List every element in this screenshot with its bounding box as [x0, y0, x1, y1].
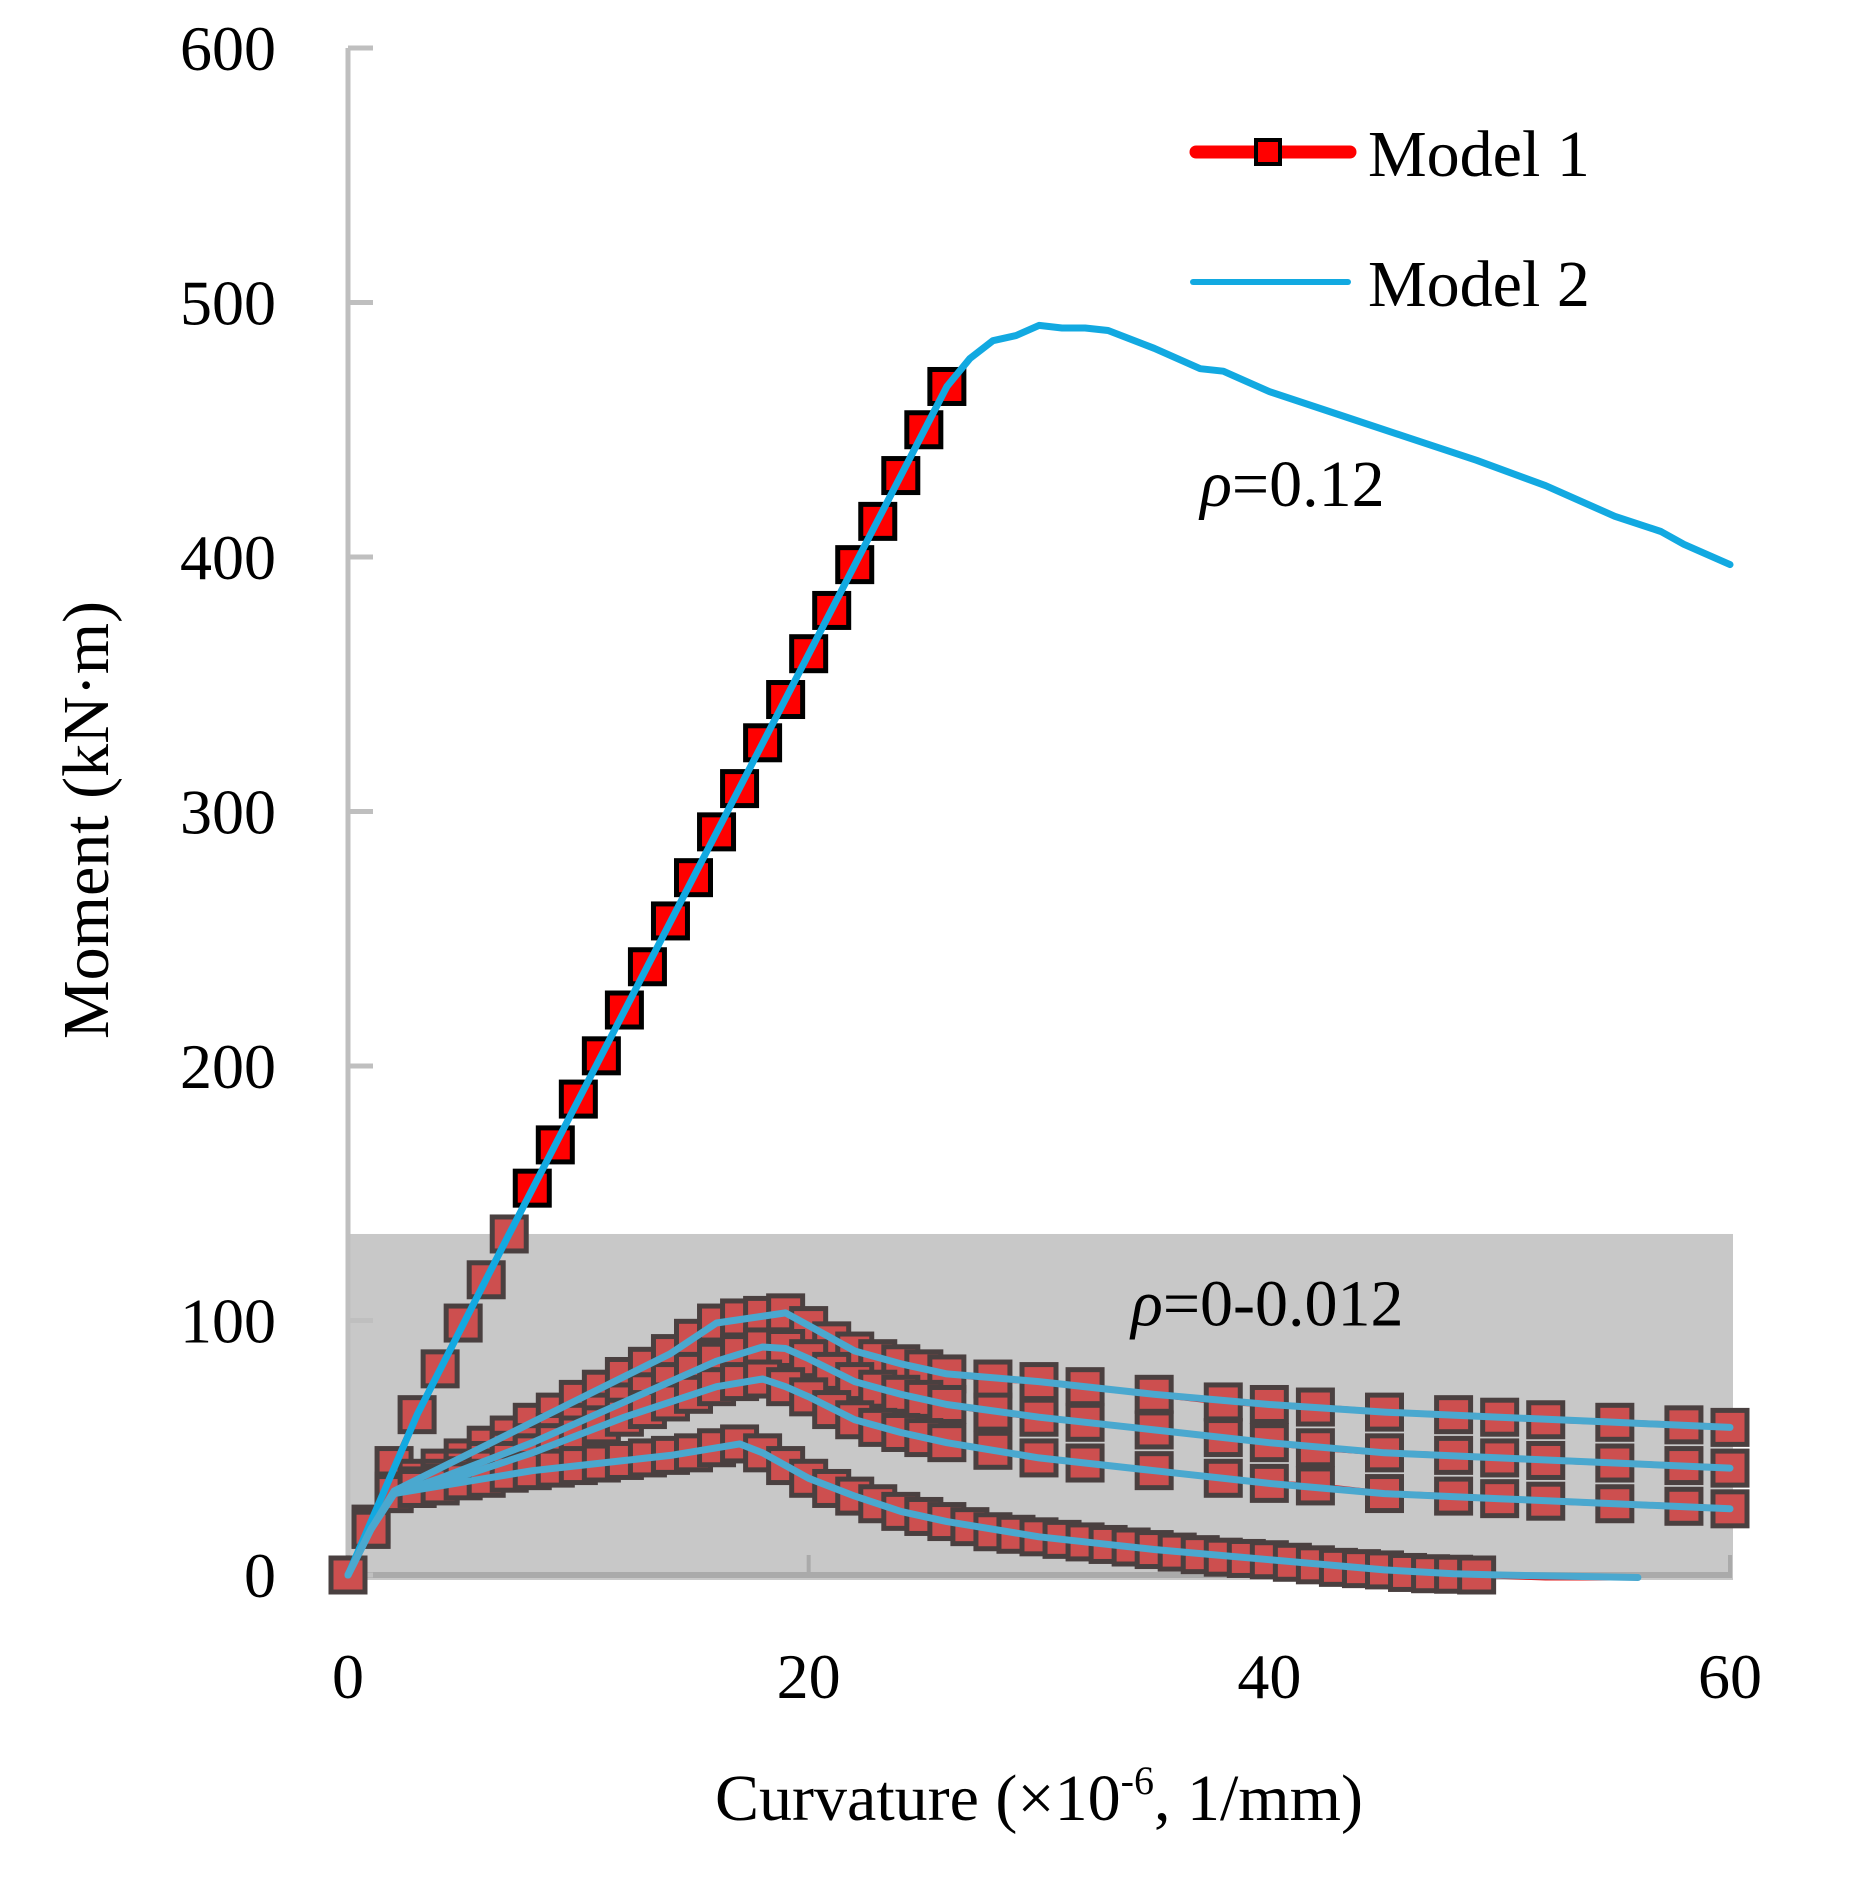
- model2-line-rho-0-12: [344, 321, 1734, 1579]
- y-tick-label: 300: [180, 777, 276, 848]
- y-tick-label: 600: [180, 13, 276, 84]
- x-tick-label: 20: [777, 1641, 841, 1712]
- model1-marker: [489, 1214, 529, 1254]
- model1-marker: [535, 1125, 575, 1165]
- model1-marker: [558, 1079, 598, 1119]
- y-tick-label: 0: [244, 1540, 276, 1611]
- x-tick-label: 40: [1237, 1641, 1301, 1712]
- x-tick-label: 0: [332, 1641, 364, 1712]
- model2-line-rho-0-0-012-a-: [344, 1309, 1734, 1579]
- y-tick-label: 400: [180, 522, 276, 593]
- y-tick-label: 100: [180, 1286, 276, 1357]
- model1-marker: [328, 1555, 368, 1595]
- x-axis-title: Curvature (×10-6, 1/mm): [715, 1758, 1363, 1835]
- model1-marker: [443, 1303, 483, 1343]
- rho-annotation: ρ=0.12: [1198, 448, 1384, 521]
- model2-line-rho-0-0-012-c-: [344, 1375, 1734, 1579]
- y-tick-label: 200: [180, 1031, 276, 1102]
- model1-marker: [466, 1260, 506, 1300]
- legend-model1-marker: [1254, 138, 1282, 166]
- model2-line-rho-0-0-012-d-: [344, 1440, 1642, 1581]
- x-tick-label: 60: [1698, 1641, 1762, 1712]
- rho-annotation: ρ=0-0.012: [1129, 1268, 1403, 1341]
- legend-model2-label: Model 2: [1368, 248, 1590, 321]
- model1-marker: [858, 501, 898, 541]
- model2-line-rho-0-0-012-b-: [344, 1343, 1734, 1579]
- model1-marker: [835, 545, 875, 585]
- model1-marker: [927, 366, 967, 406]
- y-axis-title: Moment (kN·m): [50, 601, 123, 1039]
- legend-model1-label: Model 1: [1368, 118, 1590, 191]
- y-tick-label: 500: [180, 268, 276, 339]
